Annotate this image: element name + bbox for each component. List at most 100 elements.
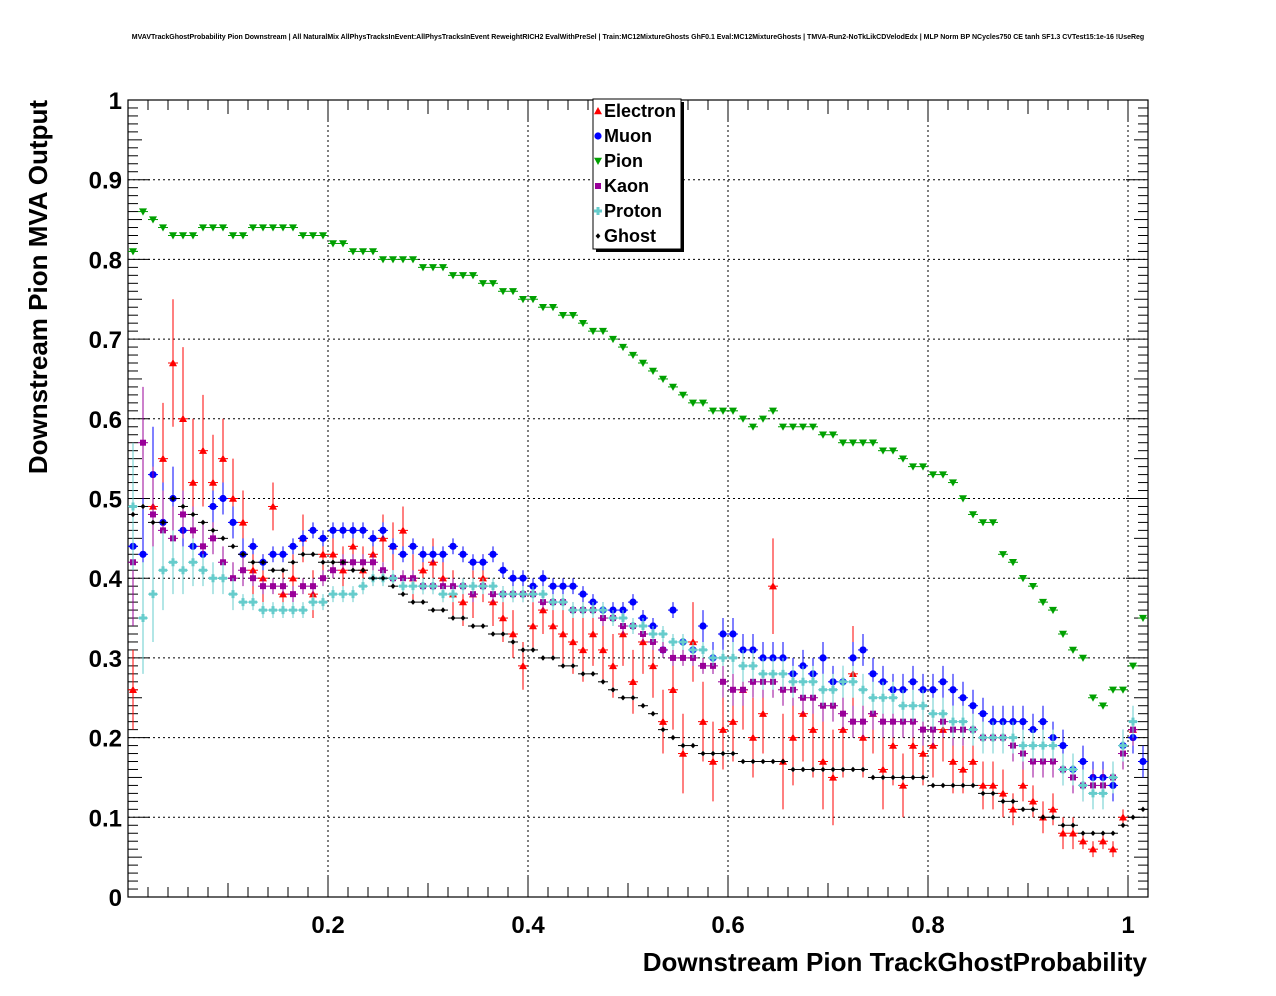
data-point (670, 654, 676, 661)
data-point (260, 583, 266, 590)
data-point (629, 677, 637, 686)
data-point (240, 551, 246, 558)
data-point (479, 574, 487, 582)
data-point (979, 710, 987, 718)
data-point (1049, 606, 1057, 615)
data-point (199, 446, 207, 454)
y-tick-label: 0.5 (89, 487, 122, 514)
data-point (910, 774, 916, 781)
data-point (670, 734, 676, 741)
legend: Electron Muon Pion Kaon Proton Ghost (592, 98, 684, 252)
data-point (139, 208, 147, 216)
data-point (179, 232, 187, 240)
data-point (499, 566, 507, 574)
data-point (180, 511, 186, 518)
data-point (559, 629, 567, 638)
data-point (319, 550, 327, 558)
data-point (770, 758, 776, 765)
data-point (699, 399, 707, 407)
data-point (799, 423, 807, 431)
data-point (919, 701, 927, 710)
data-point (400, 591, 406, 597)
data-point (629, 622, 637, 631)
data-series (128, 208, 1148, 858)
data-point (579, 319, 587, 328)
data-point (869, 439, 877, 447)
data-point (210, 535, 216, 542)
data-point (559, 582, 567, 590)
data-point (349, 542, 357, 550)
data-point (1089, 845, 1097, 853)
data-point (159, 454, 167, 462)
y-tick-label: 0.6 (89, 407, 122, 434)
data-point (239, 232, 247, 240)
data-point (519, 661, 527, 670)
data-point (589, 606, 597, 615)
data-point (280, 583, 286, 590)
data-point (480, 623, 486, 629)
series-proton (128, 442, 1138, 810)
data-point (329, 590, 337, 599)
data-point (880, 718, 886, 725)
data-point (1059, 829, 1067, 837)
data-point (829, 685, 837, 694)
data-point (269, 224, 277, 232)
data-point (149, 590, 157, 599)
data-point (399, 582, 407, 591)
data-point (979, 733, 987, 742)
data-point (999, 733, 1007, 742)
data-point (349, 248, 357, 256)
data-point (669, 637, 677, 646)
data-point (789, 677, 797, 686)
data-point (1080, 830, 1086, 837)
data-point (129, 502, 137, 511)
data-point (949, 479, 957, 487)
data-point (959, 495, 967, 503)
legend-label: Muon (604, 126, 652, 146)
data-point (260, 559, 266, 566)
data-point (579, 645, 587, 654)
data-point (1139, 757, 1147, 766)
data-point (1069, 829, 1077, 837)
data-point (459, 550, 467, 558)
data-point (329, 240, 337, 248)
data-point (609, 661, 617, 670)
data-point (870, 774, 876, 781)
data-point (559, 311, 567, 320)
data-point (859, 439, 867, 447)
data-point (860, 766, 866, 773)
data-point (929, 471, 937, 479)
data-point (850, 766, 856, 773)
data-point (409, 582, 417, 591)
data-point (800, 766, 806, 773)
data-point (850, 718, 856, 725)
plot-title: MVAVTrackGhostProbability Pion Downstrea… (131, 34, 1145, 41)
data-point (349, 590, 357, 599)
legend-label: Ghost (604, 226, 656, 246)
data-point (639, 622, 647, 631)
data-point (960, 782, 966, 789)
data-point (499, 288, 507, 296)
data-point (399, 256, 407, 264)
data-point (890, 774, 896, 781)
data-point (700, 750, 706, 757)
data-point (789, 733, 797, 741)
data-point (989, 733, 997, 742)
data-point (719, 725, 727, 733)
data-point (179, 414, 187, 422)
data-point (840, 766, 846, 773)
y-tick-label: 0.7 (89, 327, 122, 354)
data-point (740, 758, 746, 765)
data-point (410, 599, 416, 605)
data-point (320, 575, 326, 582)
data-point (629, 351, 637, 360)
data-point (549, 622, 557, 630)
data-point (350, 559, 356, 566)
data-point (949, 686, 957, 694)
data-point (219, 224, 227, 232)
data-point (950, 782, 956, 789)
data-point (319, 232, 327, 240)
data-point (1099, 837, 1107, 845)
data-point (399, 550, 407, 558)
data-point (1039, 741, 1047, 750)
